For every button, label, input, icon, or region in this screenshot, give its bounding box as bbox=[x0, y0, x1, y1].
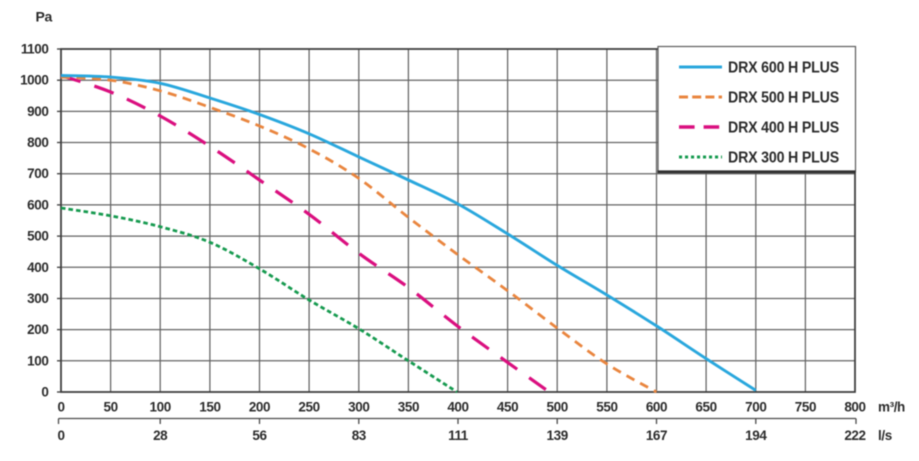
svg-text:400: 400 bbox=[447, 400, 468, 415]
svg-text:150: 150 bbox=[199, 400, 220, 415]
svg-text:600: 600 bbox=[646, 400, 667, 415]
svg-text:194: 194 bbox=[745, 428, 767, 443]
svg-text:400: 400 bbox=[27, 260, 48, 275]
svg-text:600: 600 bbox=[27, 197, 48, 212]
svg-text:900: 900 bbox=[27, 104, 48, 119]
svg-text:100: 100 bbox=[27, 353, 48, 368]
svg-text:700: 700 bbox=[745, 400, 766, 415]
svg-text:500: 500 bbox=[27, 229, 48, 244]
svg-text:50: 50 bbox=[103, 400, 117, 415]
svg-text:800: 800 bbox=[27, 135, 48, 150]
svg-text:0: 0 bbox=[41, 385, 48, 400]
svg-text:m³/h: m³/h bbox=[878, 400, 905, 415]
svg-text:139: 139 bbox=[547, 428, 568, 443]
svg-text:1000: 1000 bbox=[20, 73, 48, 88]
svg-text:650: 650 bbox=[695, 400, 716, 415]
svg-text:DRX 600 H PLUS: DRX 600 H PLUS bbox=[728, 60, 839, 77]
svg-text:Pa: Pa bbox=[36, 9, 53, 25]
svg-text:700: 700 bbox=[27, 166, 48, 181]
svg-text:800: 800 bbox=[844, 400, 865, 415]
svg-text:200: 200 bbox=[27, 322, 48, 337]
svg-text:300: 300 bbox=[27, 291, 48, 306]
svg-text:200: 200 bbox=[249, 400, 270, 415]
svg-text:500: 500 bbox=[547, 400, 568, 415]
svg-text:DRX 300 H PLUS: DRX 300 H PLUS bbox=[728, 150, 839, 167]
svg-text:350: 350 bbox=[398, 400, 419, 415]
svg-text:1100: 1100 bbox=[21, 42, 49, 57]
svg-text:167: 167 bbox=[646, 428, 667, 443]
svg-text:l/s: l/s bbox=[878, 428, 892, 443]
svg-text:450: 450 bbox=[497, 400, 518, 415]
svg-text:0: 0 bbox=[57, 428, 64, 443]
svg-text:111: 111 bbox=[448, 428, 469, 443]
svg-text:DRX 500 H PLUS: DRX 500 H PLUS bbox=[728, 90, 839, 107]
svg-text:550: 550 bbox=[596, 400, 617, 415]
svg-text:250: 250 bbox=[298, 400, 319, 415]
svg-text:83: 83 bbox=[352, 428, 367, 443]
svg-text:0: 0 bbox=[57, 400, 64, 415]
svg-text:DRX 400 H PLUS: DRX 400 H PLUS bbox=[728, 120, 839, 137]
svg-text:750: 750 bbox=[795, 400, 816, 415]
svg-text:100: 100 bbox=[150, 400, 171, 415]
svg-text:28: 28 bbox=[153, 428, 168, 443]
svg-text:300: 300 bbox=[348, 400, 369, 415]
svg-text:56: 56 bbox=[252, 428, 267, 443]
svg-text:222: 222 bbox=[844, 428, 865, 443]
